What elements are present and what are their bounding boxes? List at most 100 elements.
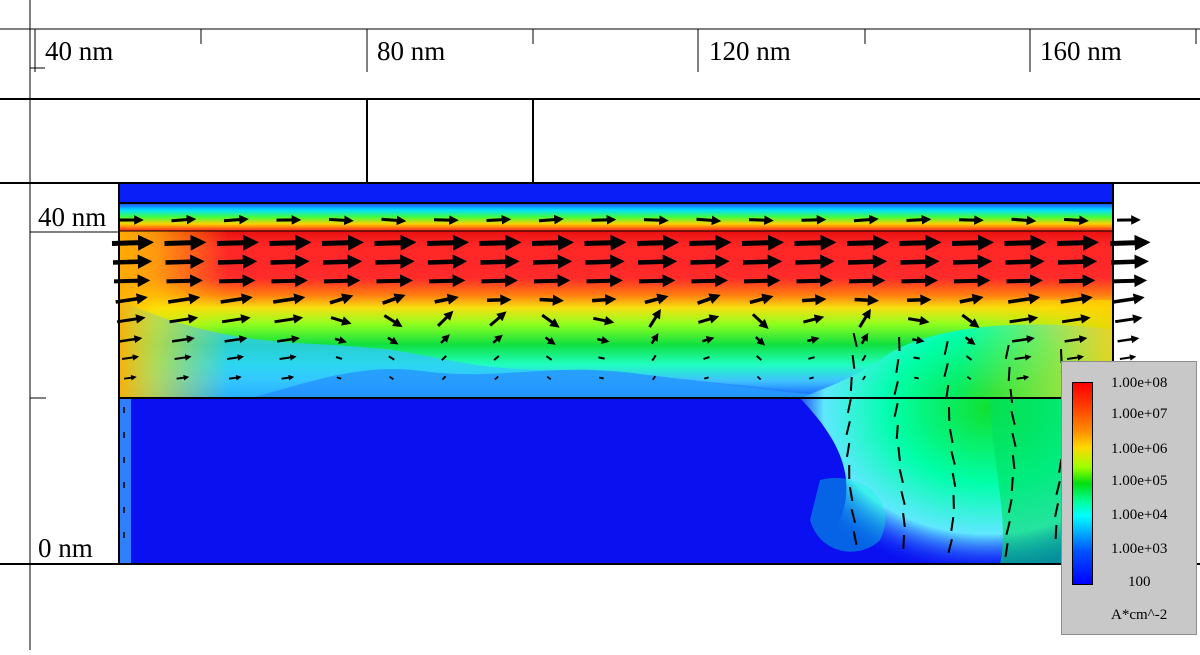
- current-vector-arrow: [1120, 357, 1133, 359]
- legend-tick-1e3: 1.00e+03: [1111, 542, 1167, 557]
- legend-tick-1e4: 1.00e+04: [1111, 508, 1167, 523]
- current-vector-arrow: [802, 299, 821, 300]
- current-vector-arrow: [901, 262, 933, 263]
- current-vector-arrow: [482, 281, 512, 282]
- current-vector-arrow: [907, 220, 927, 221]
- current-vector-arrow: [598, 357, 604, 358]
- current-vector-arrow: [638, 262, 670, 263]
- current-vector-arrow: [742, 243, 776, 244]
- current-vector-arrow: [1005, 243, 1039, 244]
- x-tick-120: 120 nm: [709, 38, 791, 65]
- x-tick-80: 80 nm: [377, 38, 445, 65]
- current-vector-arrow: [587, 281, 617, 282]
- current-vector-arrow: [1059, 281, 1089, 282]
- current-vector-arrow: [1056, 525, 1057, 539]
- current-vector-arrow: [1007, 281, 1037, 282]
- current-vector-arrow: [1118, 339, 1136, 342]
- current-vector-arrow: [429, 281, 459, 282]
- current-vector-arrow: [165, 243, 199, 244]
- current-vector-arrow: [532, 243, 566, 244]
- current-vector-arrow: [797, 281, 827, 282]
- current-vector-arrow: [809, 377, 813, 378]
- current-vector-arrow: [377, 281, 407, 282]
- legend-tick-100: 100: [1128, 575, 1151, 590]
- current-vector-arrow: [539, 219, 559, 221]
- current-vector-arrow: [1057, 243, 1091, 244]
- current-vector-arrow: [1111, 262, 1141, 263]
- current-vector-arrow: [902, 281, 932, 282]
- current-vector-arrow: [855, 300, 874, 301]
- current-vector-arrow: [954, 281, 984, 282]
- current-vector-arrow: [534, 281, 564, 282]
- current-vector-arrow: [533, 262, 565, 263]
- current-vector-arrow: [744, 281, 774, 282]
- legend-tick-1e6: 1.00e+06: [1111, 442, 1167, 457]
- current-vector-arrow: [1009, 367, 1010, 381]
- current-vector-arrow: [217, 243, 251, 244]
- current-vector-arrow: [218, 262, 250, 263]
- color-legend[interactable]: 1.00e+08 1.00e+07 1.00e+06 1.00e+05 1.00…: [1061, 361, 1197, 635]
- current-vector-arrow: [952, 243, 986, 244]
- current-vector-arrow: [692, 281, 722, 282]
- current-vector-arrow: [1114, 298, 1139, 302]
- current-vector-arrow: [329, 219, 349, 220]
- current-vector-arrow: [167, 281, 197, 282]
- current-vector-arrow: [540, 300, 559, 301]
- current-vector-arrow: [487, 220, 507, 221]
- current-vector-arrow: [271, 262, 303, 263]
- current-vector-arrow: [597, 339, 605, 341]
- current-vector-arrow: [749, 220, 769, 221]
- current-vector-arrow: [897, 425, 898, 439]
- current-vector-arrow: [690, 243, 724, 244]
- legend-tick-1e7: 1.00e+07: [1111, 407, 1167, 422]
- current-vector-arrow: [912, 339, 920, 340]
- current-vector-arrow: [172, 219, 192, 220]
- y-tick-40: 40 nm: [38, 204, 106, 231]
- current-vector-arrow: [324, 281, 354, 282]
- x-tick-40: 40 nm: [45, 38, 113, 65]
- current-vector-arrow: [592, 220, 612, 221]
- current-vector-arrow: [585, 243, 619, 244]
- current-vector-arrow: [375, 243, 409, 244]
- current-vector-arrow: [382, 219, 402, 221]
- current-vector-arrow: [428, 262, 460, 263]
- current-vector-arrow: [802, 220, 822, 221]
- current-vector-arrow: [376, 262, 408, 263]
- current-vector-arrow: [795, 243, 829, 244]
- current-vector-arrow: [272, 281, 302, 282]
- current-vector-arrow: [1064, 219, 1084, 220]
- current-vector-arrow: [953, 262, 985, 263]
- current-vector-arrow: [644, 220, 664, 221]
- current-vector-arrow: [1112, 281, 1140, 282]
- current-vector-arrow: [427, 243, 461, 244]
- current-vector-arrow: [639, 281, 669, 282]
- current-vector-arrow: [1012, 219, 1032, 221]
- current-vector-arrow: [224, 219, 244, 220]
- current-vector-arrow: [599, 378, 603, 379]
- legend-unit: A*cm^-2: [1111, 608, 1167, 623]
- current-vector-arrow: [1110, 243, 1142, 244]
- current-vector-arrow: [851, 377, 852, 391]
- current-vector-arrow: [219, 281, 249, 282]
- x-tick-160: 160 nm: [1040, 38, 1122, 65]
- current-vector-arrow: [691, 262, 723, 263]
- current-vector-arrow: [114, 281, 144, 282]
- current-vector-arrow: [586, 262, 618, 263]
- current-vector-arrow: [113, 262, 145, 263]
- y-tick-0: 0 nm: [38, 535, 93, 562]
- current-vector-arrow: [743, 262, 775, 263]
- current-vector-arrow: [323, 262, 355, 263]
- current-vector-arrow: [697, 219, 717, 221]
- current-vector-arrow: [1012, 477, 1013, 491]
- current-vector-arrow: [166, 262, 198, 263]
- current-vector-arrow: [592, 299, 611, 300]
- legend-tick-1e5: 1.00e+05: [1111, 474, 1167, 489]
- current-vector-arrow: [849, 281, 879, 282]
- current-vector-arrow: [913, 358, 919, 359]
- current-vector-arrow: [270, 243, 304, 244]
- legend-tick-1e8: 1.00e+08: [1111, 376, 1167, 391]
- current-vector-arrow: [480, 243, 514, 244]
- current-vector-arrow: [322, 243, 356, 244]
